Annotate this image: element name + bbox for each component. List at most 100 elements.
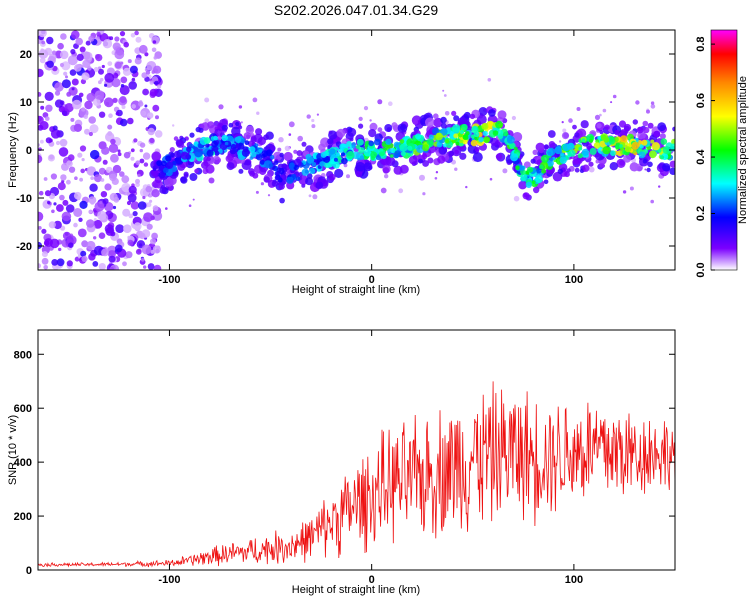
spectrogram-cell [525, 181, 532, 188]
spectrogram-cell [115, 224, 125, 234]
spectrogram-cell [506, 135, 515, 144]
spectrogram-cell [109, 192, 118, 201]
spectrogram-cell [574, 167, 580, 173]
spectrogram-cell [670, 143, 675, 151]
spectrogram-cell [603, 136, 610, 143]
spectrogram-cell [71, 78, 79, 86]
spectrogram-cell [189, 173, 198, 181]
spectrogram-cell [576, 107, 581, 111]
spectrogram-cell [393, 141, 401, 148]
spectrogram-cell [288, 133, 292, 136]
spectrogram-cell [149, 137, 155, 144]
spectrogram-cell [152, 40, 157, 44]
spectrogram-cell [595, 159, 600, 164]
y-tick-label: 20 [20, 49, 32, 61]
colorbar-tick-label: 0.4 [695, 149, 707, 165]
spectrogram-cell [261, 150, 269, 158]
spectrogram-cell [599, 113, 602, 117]
spectrogram-cell [279, 197, 285, 204]
spectrogram-cell [73, 123, 82, 132]
spectrogram-cell [140, 257, 145, 262]
spectrogram-cell [488, 109, 496, 117]
spectrogram-cell [56, 258, 65, 267]
spectrogram-cell [205, 143, 210, 148]
spectrogram-cell [44, 190, 52, 197]
spectrogram-cell [597, 136, 601, 140]
spectrogram-cell [482, 130, 488, 136]
spectrogram-cell [60, 174, 67, 181]
spectrogram-cell [341, 157, 348, 165]
spectrogram-cell [49, 238, 60, 249]
spectrogram-cell [104, 83, 108, 87]
spectrogram-cell [657, 122, 667, 132]
spectrogram-cell [520, 173, 528, 182]
y-tick-label: 0 [26, 565, 32, 577]
spectrogram-cell [81, 158, 85, 162]
spectrogram-cell [65, 75, 68, 79]
spectrogram-cell [453, 115, 460, 122]
spectrogram-cell [221, 134, 228, 142]
spectrogram-cell [470, 134, 475, 139]
figure-title: S202.2026.047.01.34.G29 [274, 2, 438, 18]
spectrogram-cell [355, 161, 366, 172]
spectrogram-cell [412, 119, 419, 125]
spectrogram-cell [301, 168, 309, 176]
spectrogram-cell [306, 114, 311, 119]
spectrogram-cell [293, 149, 298, 154]
spectrogram-cell [68, 166, 76, 173]
spectrogram-cell [142, 152, 151, 160]
spectrogram-cell [483, 136, 491, 144]
spectrogram-cell [502, 118, 508, 124]
spectrogram-cell [117, 152, 122, 157]
spectrogram-cell [194, 168, 199, 174]
spectrogram-cell [213, 135, 218, 141]
spectrogram-cell [355, 144, 361, 150]
spectrogram-cell [82, 59, 91, 68]
spectrogram-cell [77, 228, 87, 238]
spectrogram-cell [577, 153, 583, 159]
spectrogram-cell [255, 190, 259, 194]
spectrogram-cell [221, 124, 228, 131]
spectrogram-cell [81, 255, 88, 262]
spectrogram-cell [135, 160, 141, 166]
spectrogram-cell [154, 130, 163, 138]
spectrogram-cell [368, 140, 375, 147]
spectrogram-cell [519, 165, 525, 171]
spectrogram-y-label: Frequency (Hz) [7, 112, 19, 188]
spectrogram-cell [98, 263, 106, 270]
spectrogram-cell [536, 168, 542, 174]
spectrogram-cell [165, 155, 172, 162]
spectrogram-cell [173, 150, 181, 158]
spectrogram-cell [109, 173, 117, 182]
spectrogram-cell [68, 86, 78, 96]
spectrogram-cell [75, 37, 83, 46]
spectrogram-cell [71, 30, 80, 39]
spectrogram-cell [57, 42, 64, 50]
spectrogram-cell [400, 151, 406, 157]
spectrogram-cell [557, 168, 563, 175]
spectrogram-cell [463, 111, 471, 119]
spectrogram-cell [451, 110, 457, 116]
y-tick-label: 10 [20, 97, 32, 109]
spectrogram-cell [78, 92, 84, 98]
spectrogram-cell [497, 110, 507, 120]
spectrogram-cell [448, 150, 455, 157]
spectrogram-cell [650, 199, 654, 204]
spectrogram-cell [658, 185, 661, 188]
spectrogram-cell [214, 155, 219, 161]
spectrogram-cell [98, 167, 106, 175]
spectrogram-cell [399, 143, 408, 152]
spectrogram-cell [73, 208, 83, 217]
spectrogram-cell [151, 232, 159, 240]
spectrogram-cell [390, 147, 396, 154]
spectrogram-cell [79, 46, 86, 53]
spectrogram-cell [588, 161, 594, 167]
spectrogram-cell [671, 138, 675, 145]
spectrogram-cell [359, 155, 365, 160]
spectrogram-cell [604, 124, 610, 130]
spectrogram-cell [377, 127, 383, 133]
spectrogram-cell [45, 104, 53, 113]
spectrogram-cell [105, 227, 115, 236]
spectrogram-cell [142, 195, 146, 200]
